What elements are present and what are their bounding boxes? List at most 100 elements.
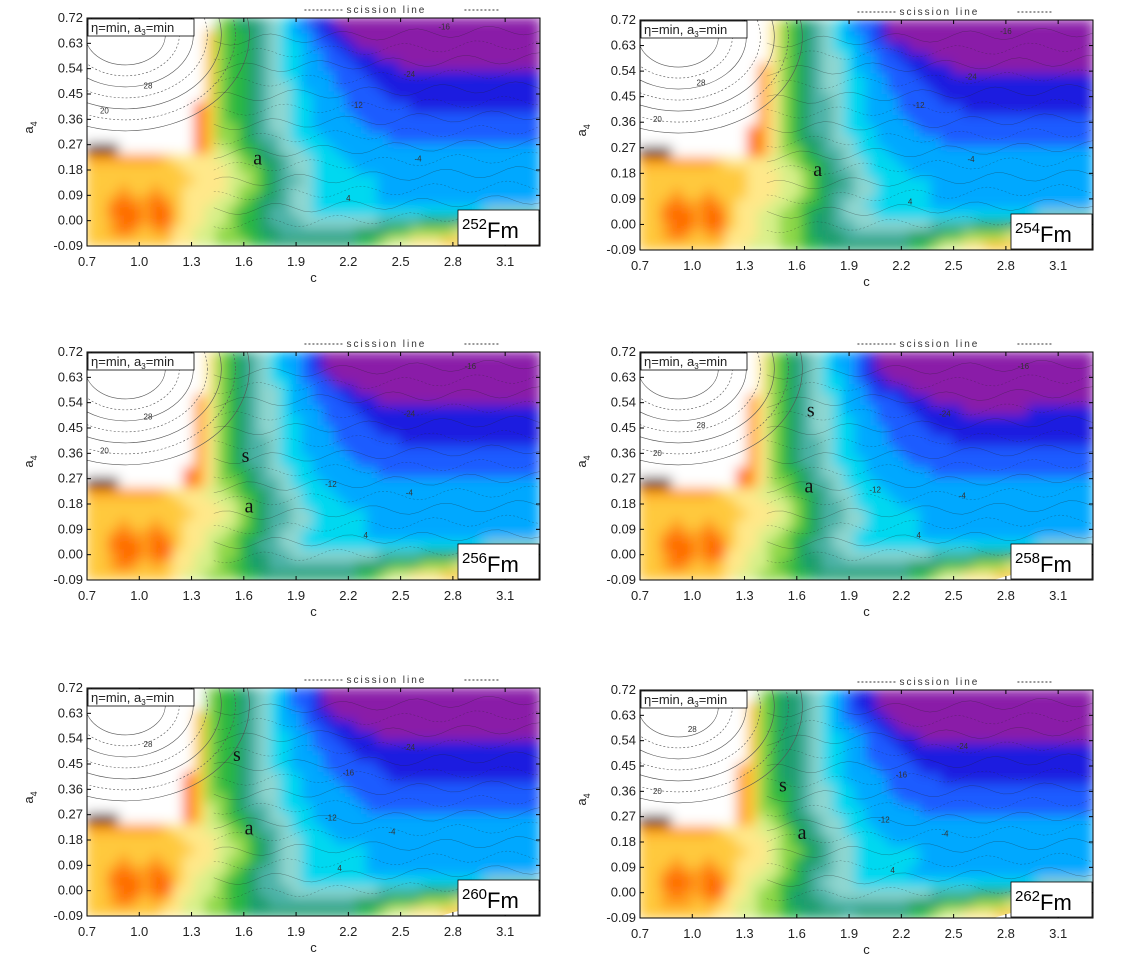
contour-label: -4 (967, 155, 975, 164)
y-tick-label: 0.72 (58, 10, 83, 25)
y-tick-label: 0.00 (58, 883, 83, 898)
x-tick-label: 1.0 (683, 588, 701, 603)
nucleus-label: 262Fm (1010, 881, 1093, 918)
y-tick-label: 0.00 (58, 547, 83, 562)
plot-frame (86, 351, 541, 581)
y-tick-label: 0.00 (611, 547, 636, 562)
x-axis-label: c (863, 274, 870, 289)
y-tick-label: 0.09 (58, 187, 83, 202)
point-label-s: s (233, 744, 241, 766)
x-tick-label: 1.0 (130, 588, 148, 603)
y-tick-label: 0.27 (58, 471, 83, 486)
x-tick-label: 0.7 (631, 588, 649, 603)
contour-lines (87, 352, 540, 563)
point-label-a: a (813, 159, 822, 181)
contour-label: 4 (908, 198, 913, 207)
x-axis-label: c (310, 604, 317, 619)
y-tick-label: 0.36 (58, 111, 83, 126)
y-tick-label: 0.36 (611, 445, 636, 460)
x-tick-label: 1.6 (788, 926, 806, 941)
point-label-a: a (253, 147, 262, 169)
y-tick-label: 0.63 (611, 38, 636, 53)
contour-label: 20 (653, 449, 662, 458)
y-axis-label: a4 (574, 124, 592, 136)
y-axis-label: a4 (21, 455, 39, 467)
x-tick-label: 1.6 (235, 924, 253, 939)
y-tick-label: 0.63 (58, 705, 83, 720)
heatmap (87, 352, 540, 580)
x-tick-label: 2.2 (339, 924, 357, 939)
contour-label: -16 (438, 22, 450, 31)
scission-text: scission line (899, 677, 979, 688)
contour-label: -16 (1018, 362, 1030, 371)
contour-label: -16 (465, 362, 477, 371)
y-tick-label: 0.72 (611, 12, 636, 27)
y-tick-label: 0.18 (611, 165, 636, 180)
contour-label: -16 (1000, 27, 1012, 36)
y-tick-label: 0.72 (58, 344, 83, 359)
plot-frame (86, 17, 541, 247)
x-tick-label: 2.8 (997, 258, 1015, 273)
contour-lines (640, 20, 1093, 233)
panel-262-fm: 28 20 -16 -24 -12 -4 4 0.7 1.0 1.3 1.6 1.9 2.2 2.5 2.8… (574, 677, 1094, 957)
plot-frame (639, 351, 1094, 581)
y-tick-label: 0.18 (611, 834, 636, 849)
y-tick-label: 0.63 (611, 369, 636, 384)
y-tick-label: 0.72 (611, 344, 636, 359)
contour-label: -16 (896, 770, 908, 779)
contour-label: 20 (653, 115, 662, 124)
x-tick-label: 1.0 (130, 924, 148, 939)
y-tick-label: 0.18 (611, 496, 636, 511)
x-tick-label: 2.5 (392, 924, 410, 939)
y-tick-label: 0.45 (611, 420, 636, 435)
nucleus-label: 254Fm (1010, 213, 1093, 250)
contour-label: -12 (351, 101, 363, 110)
x-tick-label: 2.2 (339, 588, 357, 603)
nucleus-label: 258Fm (1010, 543, 1093, 580)
point-label-a: a (245, 817, 254, 839)
y-axis-label: a4 (21, 791, 39, 803)
contour-label: -24 (957, 742, 969, 751)
x-tick-label: 0.7 (78, 588, 96, 603)
contour-label: 4 (890, 866, 895, 875)
y-tick-label: 0.27 (611, 471, 636, 486)
contour-label: -4 (406, 489, 414, 498)
contour-label: 28 (688, 725, 697, 734)
x-tick-label: 1.3 (735, 588, 753, 603)
x-tick-label: 2.5 (945, 588, 963, 603)
contour-label: 4 (364, 531, 369, 540)
x-tick-label: 1.3 (735, 258, 753, 273)
y-axis-label: a4 (574, 793, 592, 805)
y-tick-label: 0.27 (58, 137, 83, 152)
panel-260-fm: 2820-16-24-12-440.71.01.31.61.92.22.52.8… (21, 675, 541, 955)
contour-label: -12 (325, 480, 337, 489)
x-tick-label: 1.3 (735, 926, 753, 941)
contour-label: 4 (346, 194, 351, 203)
x-tick-label: 3.1 (496, 924, 514, 939)
scission-line-label: scission line (857, 339, 1054, 350)
scission-line-label: scission line (304, 339, 501, 350)
legend-text: η=min, a3=min (91, 354, 174, 371)
contour-label: 28 (144, 81, 153, 90)
x-tick-label: 1.0 (130, 254, 148, 269)
y-tick-label: 0.00 (58, 213, 83, 228)
x-tick-label: 0.7 (78, 254, 96, 269)
contour-label: -24 (965, 73, 977, 82)
point-label-s: s (242, 445, 250, 467)
contour-label: 20 (653, 787, 662, 796)
contour-label: 28 (144, 740, 153, 749)
plot-frame (639, 19, 1094, 251)
legend-box: η=min, a3=min (640, 690, 748, 709)
contour-label: -12 (878, 815, 890, 824)
legend-box: η=min, a3=min (87, 688, 195, 707)
contour-label: -12 (869, 486, 881, 495)
contour-label: -16 (343, 768, 355, 777)
x-tick-label: 2.5 (392, 588, 410, 603)
contour-label: -4 (414, 155, 422, 164)
y-tick-label: 0.09 (611, 191, 636, 206)
x-axis-label: c (310, 270, 317, 285)
x-tick-label: 1.3 (182, 588, 200, 603)
panel-258-fm: 28 20 -16 -24 -12 -4 4 0.7 1.0 1.3 1.6 1.9 2.2 2.5 2.8… (574, 339, 1094, 619)
x-tick-label: 2.2 (892, 926, 910, 941)
x-tick-label: 2.8 (997, 588, 1015, 603)
